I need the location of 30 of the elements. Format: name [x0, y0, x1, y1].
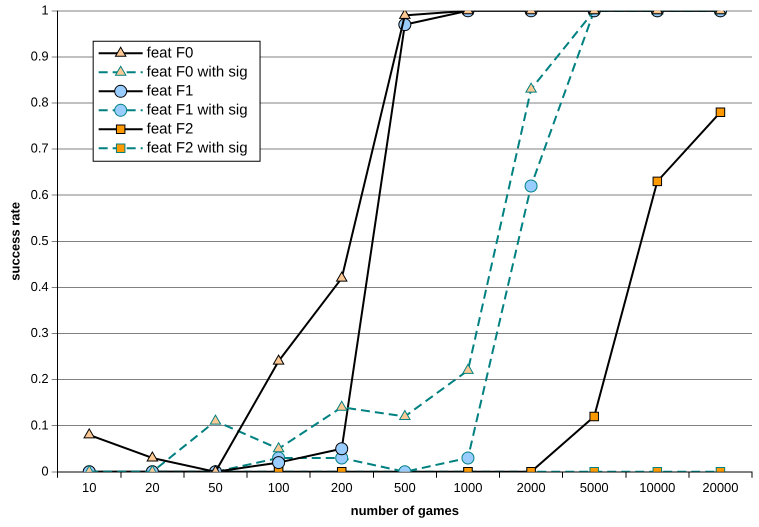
legend-label: feat F2 with sig: [146, 139, 248, 156]
legend-label: feat F1: [146, 82, 194, 100]
y-tick-label: 0.8: [30, 94, 49, 110]
y-tick-label: 0.4: [30, 278, 49, 294]
x-tick-label: 20: [145, 480, 160, 496]
legend-label: feat F0: [146, 44, 194, 62]
x-axis-title: number of games: [350, 502, 460, 518]
y-tick-label: 0.9: [30, 48, 49, 64]
y-tick-label: 0.7: [30, 140, 49, 156]
y-tick-label: 0.3: [30, 325, 49, 340]
x-tick-label: 200: [330, 480, 353, 496]
legend-label: feat F2: [146, 120, 194, 138]
y-tick-label: 0.2: [30, 371, 49, 386]
y-tick-label: 1: [41, 2, 49, 18]
x-tick-label: 5000: [580, 480, 609, 496]
x-tick-label: 10: [82, 480, 96, 496]
x-tick-label: 20000: [702, 480, 739, 496]
x-tick-label: 50: [208, 480, 223, 496]
legend-label: feat F0 with sig: [146, 63, 248, 80]
x-tick-label: 500: [394, 480, 416, 496]
legend-label: feat F1 with sig: [146, 101, 248, 118]
y-tick-label: 0.6: [30, 186, 49, 202]
y-tick-label: 0: [41, 463, 49, 478]
x-tick-label: 100: [268, 480, 290, 496]
x-tick-label: 1000: [453, 480, 482, 496]
y-tick-label: 0.1: [30, 417, 49, 432]
x-tick-label: 10000: [639, 480, 676, 496]
x-tick-label: 2000: [516, 480, 546, 496]
y-axis-title: success rate: [7, 202, 22, 281]
y-tick-label: 0.5: [30, 232, 49, 248]
